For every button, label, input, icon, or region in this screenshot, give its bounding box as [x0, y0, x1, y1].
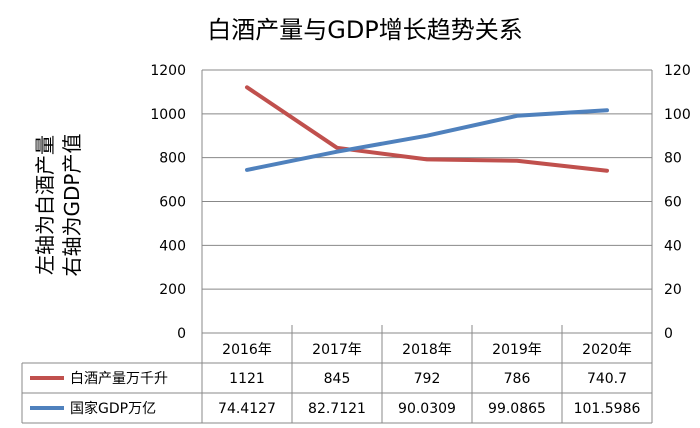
table-cell: 740.7 — [587, 371, 627, 387]
x-category-label: 2016年 — [222, 342, 272, 358]
y-left-tick-label: 200 — [159, 282, 186, 298]
table-cell: 74.4127 — [218, 401, 276, 417]
table-cell: 90.0309 — [398, 401, 456, 417]
y-left-tick-label: 800 — [159, 151, 186, 167]
x-category-label: 2020年 — [582, 342, 632, 358]
y-right-tick-label: 40 — [664, 238, 682, 254]
table-cell: 786 — [504, 371, 531, 387]
y-right-ticks: 0 20 40 60 80 100 120 — [664, 63, 691, 342]
legend-label: 国家GDP万亿 — [70, 400, 156, 417]
y-axis-label-right: 右轴为GDP产值 — [60, 134, 84, 277]
table-cell: 1121 — [229, 371, 265, 387]
legend-label: 白酒产量万千升 — [70, 371, 168, 387]
series-lines — [245, 85, 609, 173]
table-cell: 82.7121 — [308, 401, 366, 417]
table-cell: 99.0865 — [488, 401, 546, 417]
y-axis-label-left: 左轴为白酒产量 — [33, 135, 57, 275]
y-left-ticks: 0 200 400 600 800 1000 1200 — [150, 63, 186, 342]
table-cell: 792 — [414, 371, 441, 387]
y-right-tick-label: 0 — [664, 326, 673, 342]
y-left-tick-label: 0 — [177, 326, 186, 342]
y-right-tick-label: 20 — [664, 282, 682, 298]
y-right-tick-label: 100 — [664, 107, 691, 123]
x-category-label: 2017年 — [312, 342, 362, 358]
y-left-tick-label: 1000 — [150, 107, 186, 123]
table-cell: 101.5986 — [574, 401, 641, 417]
y-left-tick-label: 600 — [159, 195, 186, 211]
x-category-label: 2019年 — [492, 342, 542, 358]
y-right-tick-label: 60 — [664, 195, 682, 211]
gridlines — [201, 69, 653, 334]
axes — [201, 70, 653, 333]
y-left-tick-label: 1200 — [150, 63, 186, 79]
y-right-tick-label: 120 — [664, 63, 691, 79]
x-category-label: 2018年 — [402, 342, 452, 358]
table-cell: 845 — [324, 371, 351, 387]
chart-title: 白酒产量与GDP增长趋势关系 — [207, 16, 523, 44]
y-right-tick-label: 80 — [664, 151, 682, 167]
y-left-tick-label: 400 — [159, 238, 186, 254]
